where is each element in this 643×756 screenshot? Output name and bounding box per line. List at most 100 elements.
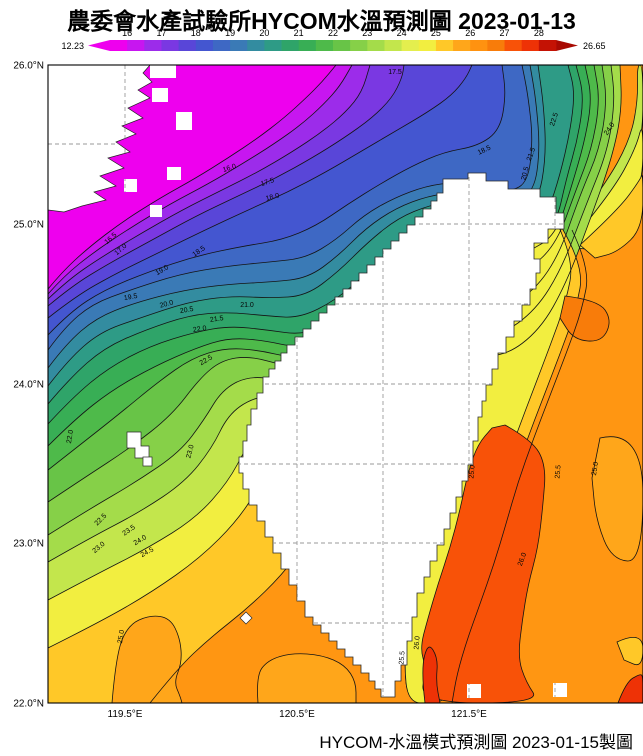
lat-axis-label: 26.0°N <box>13 61 44 72</box>
red-core <box>422 646 441 703</box>
land-grid-cell <box>167 167 181 180</box>
lon-axis-label: 120.5°E <box>279 709 315 720</box>
colorbar-segment <box>178 40 197 51</box>
colorbar-segment <box>161 40 180 51</box>
contour-label: 25.0 <box>468 465 476 479</box>
contour-label: 26.0 <box>413 636 421 650</box>
colorbar-tick-label: 23 <box>362 28 372 38</box>
contour-label: 22.0 <box>193 325 208 334</box>
liuqiu-islet <box>239 611 253 625</box>
colorbar-segment <box>384 40 403 51</box>
contour-label: 19.5 <box>123 293 138 302</box>
south-warm-patch <box>257 653 357 703</box>
contour-label: 22.5 <box>549 112 560 127</box>
colorbar-segment <box>315 40 334 51</box>
colorbar-max-label: 26.65 <box>583 41 606 51</box>
land-grid-cell <box>150 205 162 217</box>
colorbar-segment <box>127 40 145 51</box>
colorbar-tick-label: 24 <box>397 28 407 38</box>
lat-axis-label: 22.0°N <box>13 699 44 710</box>
colorbar-segment <box>350 40 368 51</box>
colorbar-segment <box>504 40 523 51</box>
contour-label: 23.0 <box>185 444 195 459</box>
land-grid-cell <box>467 684 481 698</box>
land-grid-cell <box>176 112 192 130</box>
colorbar-segment <box>247 40 265 51</box>
colorbar-tick-label: 21 <box>294 28 304 38</box>
colorbar-tick-label: 28 <box>534 28 544 38</box>
colorbar-tick-label: 22 <box>328 28 338 38</box>
page-title: 農委會水產試驗所HYCOM水溫預測圖 2023-01-13 <box>67 8 576 34</box>
land-grid-cell <box>150 65 176 78</box>
colorbar-right-arrow <box>556 40 578 51</box>
colorbar-segment <box>521 40 540 51</box>
colorbar-segment <box>470 40 488 51</box>
colorbar-segment <box>418 40 437 51</box>
contour-label: 16.0 <box>222 163 237 174</box>
contour-label: 21.5 <box>526 147 537 162</box>
land-grid-cell <box>553 683 567 697</box>
sw-warm-blob-25 <box>111 615 183 703</box>
land-grid-cell <box>124 179 137 192</box>
isotherm-line <box>48 65 337 290</box>
contour-label: 20.5 <box>179 306 194 315</box>
colorbar-segment <box>230 40 248 51</box>
colorbar-segment <box>195 40 214 51</box>
colorbar-segment <box>298 40 317 51</box>
colorbar-tick-label: 20 <box>259 28 269 38</box>
colorbar-tick-label: 27 <box>500 28 510 38</box>
lat-axis-label: 25.0°N <box>13 220 44 231</box>
contour-label: 25.5 <box>554 465 562 479</box>
land-grid-cell <box>152 88 168 102</box>
contour-label: 25.0 <box>117 629 126 644</box>
contour-label: 18.0 <box>265 192 280 202</box>
colorbar-left-arrow <box>88 40 110 51</box>
colorbar-tick-label: 19 <box>225 28 235 38</box>
colorbar-segment <box>453 40 471 51</box>
contour-label: 17.5 <box>260 177 275 188</box>
colorbar-segment <box>144 40 162 51</box>
contour-label: 21.5 <box>210 315 225 324</box>
axis-labels: 26.0°N 25.0°N 24.0°N 23.0°N 22.0°N 119.5°E 120… <box>13 61 487 721</box>
isotherm-line <box>48 65 506 336</box>
colorbar-segment <box>435 40 454 51</box>
colorbar-tick-label: 25 <box>431 28 441 38</box>
map-layers <box>48 65 643 703</box>
lon-axis-label: 121.5°E <box>451 709 487 720</box>
map-border <box>47 64 643 704</box>
colorbar-tick-label: 16 <box>122 28 132 38</box>
colorbar: 16 17 18 19 20 21 22 23 24 25 26 27 28 12.23 26.65 <box>61 28 606 51</box>
contour-label: 25.0 <box>591 461 600 476</box>
lat-axis-label: 24.0°N <box>13 380 44 391</box>
contour-label: 17.5 <box>388 69 402 76</box>
colorbar-tick-label: 17 <box>156 28 166 38</box>
colorbar-tick-label: 18 <box>191 28 201 38</box>
east-edge-band <box>591 436 643 562</box>
colorbar-segment <box>212 40 231 51</box>
east-deep-orange-blob <box>559 295 610 342</box>
lat-axis-label: 23.0°N <box>13 539 44 550</box>
penghu-islet <box>142 456 153 467</box>
colorbar-segment <box>487 40 505 51</box>
colorbar-segment <box>264 40 282 51</box>
colorbar-tick-label: 26 <box>465 28 475 38</box>
issued-caption: HYCOM-水溫模式預測圖 2023-01-15製圖 <box>319 733 633 752</box>
contour-label: 22.0 <box>66 429 75 444</box>
isotherm-line <box>48 65 533 351</box>
isotherm-line <box>48 65 371 300</box>
colorbar-segment <box>401 40 420 51</box>
isotherm-line <box>451 229 588 703</box>
colorbar-segment <box>333 40 351 51</box>
colorbar-segment <box>110 40 128 51</box>
contour-label: 20.5 <box>520 166 530 181</box>
contour-label: 25.5 <box>398 651 406 665</box>
colorbar-segment <box>367 40 385 51</box>
lon-axis-label: 119.5°E <box>108 709 143 720</box>
colorbar-min-label: 12.23 <box>61 41 84 51</box>
colorbar-segment <box>538 40 557 51</box>
colorbar-segment <box>281 40 300 51</box>
contour-label: 20.0 <box>159 299 174 309</box>
isotherm-line <box>48 65 473 319</box>
